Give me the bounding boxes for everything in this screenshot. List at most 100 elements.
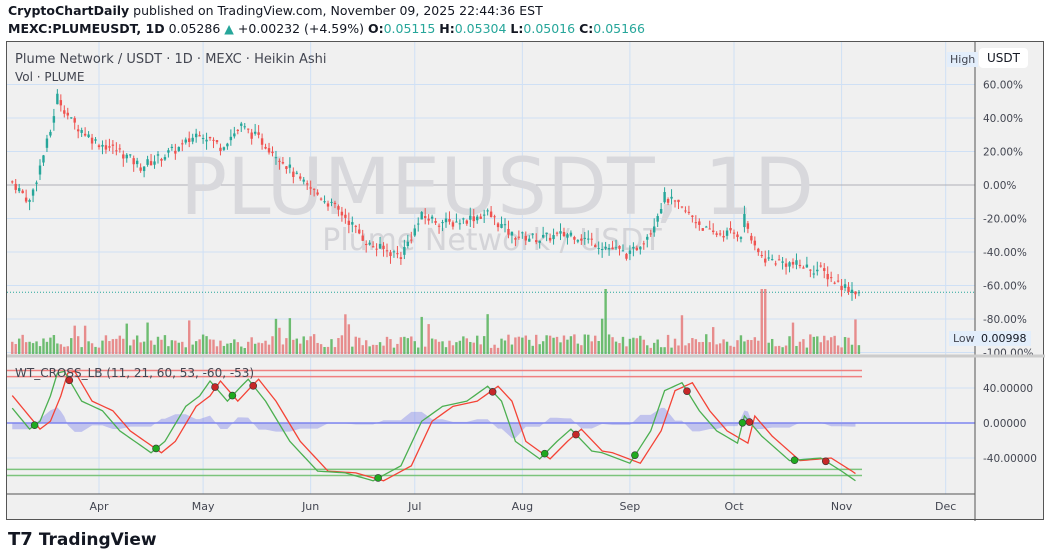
candle-body [371, 246, 375, 248]
volume-bar [718, 343, 722, 354]
volume-bar [319, 344, 323, 354]
volume-bar [226, 343, 229, 354]
volume-bar [309, 336, 312, 354]
candle-body [49, 131, 52, 136]
candle-body [122, 154, 125, 159]
candle-body [264, 146, 267, 149]
volume-bar [812, 336, 816, 354]
candle-body [604, 246, 607, 249]
volume-bar [656, 339, 659, 354]
volume-bar [170, 340, 174, 354]
candle-body [56, 93, 59, 105]
volume-bar [52, 335, 56, 354]
volume-bar [66, 346, 69, 354]
volume-bar [306, 340, 309, 354]
volume-bar [24, 342, 28, 354]
volume-bar [174, 340, 177, 354]
volume-bar [177, 342, 181, 354]
candle-body [476, 216, 479, 221]
volume-bar [816, 336, 819, 354]
volume-bar [774, 346, 777, 354]
volume-bar [188, 320, 191, 354]
volume-bar [587, 334, 590, 354]
volume-bar [212, 339, 215, 354]
volume-bar [337, 338, 340, 354]
candle-body [288, 164, 292, 168]
volume-bar [548, 335, 552, 354]
volume-bar [368, 346, 371, 354]
axis-ticks: Apr May Jun Jul Aug Sep Oct Nov Dec 60.00% 40.00% 2… [89, 80, 1036, 514]
volume-bar [441, 341, 444, 354]
volume-bar [333, 347, 337, 354]
oscillator-legend: WT_CROSS_LB (11, 21, 60, 53, -60, -53) [15, 366, 255, 380]
candle-body [493, 216, 496, 218]
candle-body [437, 225, 441, 227]
candle-body [812, 273, 816, 275]
candle-body [423, 216, 427, 218]
candle-body [219, 147, 222, 151]
volume-bar [580, 345, 583, 354]
candle-body [21, 190, 24, 194]
volume-bar [635, 338, 639, 354]
candle-body [777, 259, 781, 261]
candle-body [295, 172, 298, 174]
candle-body [531, 233, 534, 235]
volume-bar [500, 338, 503, 354]
candle-body [458, 223, 462, 225]
volume-bar [250, 337, 253, 354]
volume-bar [80, 347, 83, 354]
candle-body [399, 257, 403, 259]
candle-body [378, 243, 382, 249]
candle-body [722, 235, 725, 238]
volume-bar [781, 347, 784, 354]
volume-bar [399, 337, 403, 354]
candle-body [819, 265, 822, 267]
volume-bar [777, 345, 781, 354]
volume-bar [798, 341, 802, 354]
volume-bar [711, 327, 715, 354]
volume-bar [510, 344, 514, 354]
volume-bar [583, 334, 586, 354]
candle-body [732, 232, 736, 234]
currency-button[interactable]: USDT [979, 48, 1028, 68]
candle-body [177, 147, 181, 151]
volume-bar [819, 342, 822, 354]
time-tick: Jul [407, 500, 421, 513]
candle-body [208, 136, 212, 139]
candle-body [770, 259, 774, 261]
volume-bar [11, 341, 14, 354]
volume-bar [729, 345, 732, 354]
candle-body [191, 137, 194, 142]
candle-body [715, 233, 718, 235]
price-tick: -80.00% [983, 314, 1027, 326]
volume-bar [312, 334, 316, 354]
candle-body [503, 224, 507, 226]
candle-body [243, 126, 246, 128]
volume-bar [108, 341, 111, 354]
open-value: 0.05115 [383, 21, 436, 36]
volume-bar [618, 343, 621, 354]
time-tick: Jun [301, 500, 319, 513]
volume-bar [621, 336, 625, 354]
candle-body [63, 110, 66, 114]
volume-bar [219, 340, 222, 354]
candle-body [764, 258, 767, 263]
chart-frame[interactable]: PLUMEUSDT, 1D Plume Network / USDT Apr Ma… [6, 41, 1045, 521]
candle-body [90, 137, 94, 144]
candle-body [201, 138, 205, 140]
chart-canvas[interactable]: PLUMEUSDT, 1D Plume Network / USDT Apr Ma… [7, 42, 1045, 521]
volume-bar [465, 338, 469, 354]
candle-body [486, 210, 489, 212]
candle-body [479, 216, 482, 219]
tradingview-logo[interactable]: 𝗧𝟳 TradingView [8, 529, 157, 550]
grid [7, 42, 975, 494]
candle-body [639, 246, 642, 250]
candle-body [444, 218, 448, 223]
candle-body [83, 133, 87, 136]
volume-bar [698, 342, 701, 354]
price-tick: -60.00% [983, 281, 1027, 293]
candle-body [274, 157, 278, 159]
volume-bar [351, 346, 354, 354]
time-tick: Sep [620, 500, 641, 513]
candles [11, 89, 861, 301]
